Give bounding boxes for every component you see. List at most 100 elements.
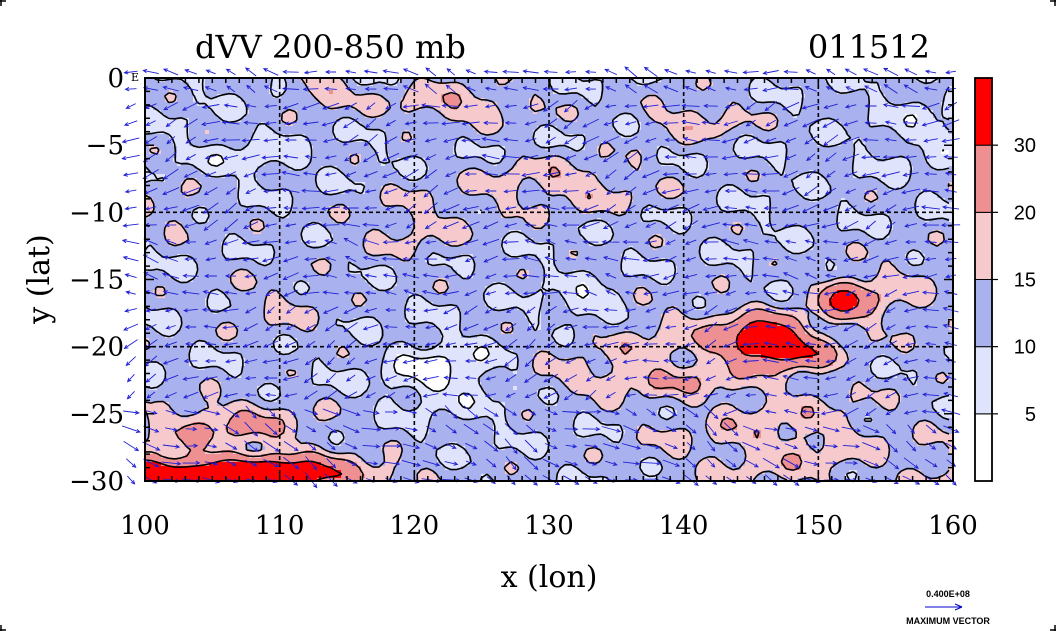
field-cell xyxy=(849,254,869,259)
reference-vector-legend: 0.400E+08 MAXIMUM VECTOR xyxy=(906,589,990,626)
colorbar-label: 15 xyxy=(1014,270,1036,292)
field-cell xyxy=(189,234,225,239)
field-cell xyxy=(433,286,449,291)
x-tick-labels: 100 110 120 130 140 150 160 xyxy=(120,511,978,541)
field-cell xyxy=(381,94,405,99)
field-cell xyxy=(701,246,733,251)
field-cell xyxy=(553,386,569,391)
field-cell xyxy=(789,250,805,255)
field-cell xyxy=(353,302,365,307)
field-cell xyxy=(145,374,165,379)
field-cell xyxy=(461,402,473,407)
field-cell xyxy=(669,354,697,359)
field-cell xyxy=(745,458,781,463)
field-cell xyxy=(345,458,361,463)
field-cell xyxy=(329,258,401,263)
field-cell xyxy=(793,314,809,319)
field-cell xyxy=(537,94,581,99)
field-cell xyxy=(629,162,641,167)
field-cell xyxy=(601,458,641,463)
field-cell xyxy=(257,282,293,287)
field-cell xyxy=(317,478,361,481)
field-cell xyxy=(777,322,801,327)
field-cell xyxy=(313,154,349,159)
field-cell xyxy=(585,282,601,287)
field-cell xyxy=(713,278,729,283)
field-cell xyxy=(449,118,501,123)
field-cell xyxy=(941,102,953,107)
field-cell xyxy=(541,258,553,263)
colorbar-swatch xyxy=(974,346,993,415)
field-cell xyxy=(317,98,385,103)
field-cell xyxy=(145,394,201,399)
field-cell xyxy=(629,206,645,211)
field-cell xyxy=(189,346,213,351)
field-cell xyxy=(869,254,905,259)
field-cell xyxy=(821,450,889,455)
field-cell xyxy=(737,346,813,351)
field-cell xyxy=(361,458,385,463)
field-cell xyxy=(337,350,349,355)
field-cell xyxy=(889,450,949,455)
field-cell xyxy=(725,274,745,279)
field-cell xyxy=(513,290,537,295)
field-cell xyxy=(481,386,513,391)
field-cell xyxy=(181,318,265,323)
field-cell xyxy=(601,454,669,459)
field-cell xyxy=(773,82,829,87)
field-cell xyxy=(841,346,897,351)
field-cell xyxy=(633,274,649,279)
colorbar-swatch xyxy=(974,77,993,146)
field-cell xyxy=(477,346,485,351)
field-cell xyxy=(805,326,813,331)
field-cell xyxy=(177,434,213,439)
field-cell xyxy=(485,346,505,351)
field-cell xyxy=(921,146,953,151)
field-cell xyxy=(689,174,701,179)
field-cell xyxy=(725,110,749,115)
field-cell xyxy=(569,198,633,203)
contour-line xyxy=(145,91,880,481)
field-cell xyxy=(325,226,413,231)
plot-area xyxy=(145,78,953,481)
field-cell xyxy=(277,386,333,391)
field-cell xyxy=(433,322,461,327)
field-cell xyxy=(449,358,477,363)
field-cell xyxy=(773,234,813,239)
field-cell xyxy=(229,146,245,151)
field-cell xyxy=(501,246,553,251)
field-cell xyxy=(145,154,177,159)
field-cell xyxy=(505,154,553,159)
field-cell xyxy=(697,78,709,83)
field-cell xyxy=(893,222,953,227)
field-cell xyxy=(529,418,573,423)
field-cell xyxy=(785,454,801,459)
field-cell xyxy=(269,262,313,267)
field-cell xyxy=(409,342,441,347)
field-cell xyxy=(565,118,577,123)
field-cell xyxy=(673,406,713,411)
field-cell xyxy=(937,118,953,123)
field-cell xyxy=(709,410,741,415)
field-cell xyxy=(457,154,505,159)
field-cell xyxy=(805,342,829,347)
field-cell xyxy=(825,266,837,271)
field-cell xyxy=(793,294,809,299)
field-cell xyxy=(933,302,953,307)
field-cell xyxy=(805,250,845,255)
field-cell xyxy=(793,426,853,431)
field-cell xyxy=(545,270,561,275)
field-cell xyxy=(529,294,545,299)
field-cell xyxy=(145,470,341,475)
field-cell xyxy=(617,114,633,119)
field-cell xyxy=(725,358,837,363)
field-cell xyxy=(349,350,385,355)
field-cell xyxy=(161,462,209,467)
field-cell xyxy=(705,306,741,311)
field-cell xyxy=(329,262,349,267)
field-cell xyxy=(857,294,881,299)
field-cell xyxy=(417,242,445,247)
field-cell xyxy=(417,474,437,479)
field-cell xyxy=(505,346,597,351)
